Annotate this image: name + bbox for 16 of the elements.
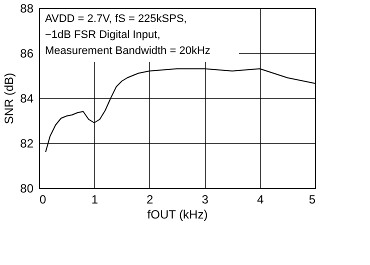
annotation: Measurement Bandwidth = 20kHz — [45, 45, 210, 57]
y-tick-label: 86 — [20, 46, 34, 60]
annotation: −1dB FSR Digital Input, — [45, 29, 160, 41]
y-tick-label: 88 — [20, 2, 34, 16]
x-tick-label: 3 — [202, 192, 209, 206]
y-tick-label: 84 — [20, 92, 34, 106]
y-axis-title: SNR (dB) — [2, 72, 16, 124]
x-tick-label: 4 — [256, 192, 264, 206]
annotation: AVDD = 2.7V, fS = 225kSPS, — [45, 13, 187, 25]
x-tick-label: 2 — [146, 192, 154, 206]
y-tick-label: 80 — [20, 182, 34, 196]
x-tick-label: 5 — [308, 192, 316, 206]
y-tick-label: 82 — [20, 136, 34, 150]
x-axis-title: fOUT (kHz) — [147, 208, 208, 222]
x-tick-label: 0 — [40, 192, 46, 206]
x-tick-label: 1 — [91, 192, 98, 206]
